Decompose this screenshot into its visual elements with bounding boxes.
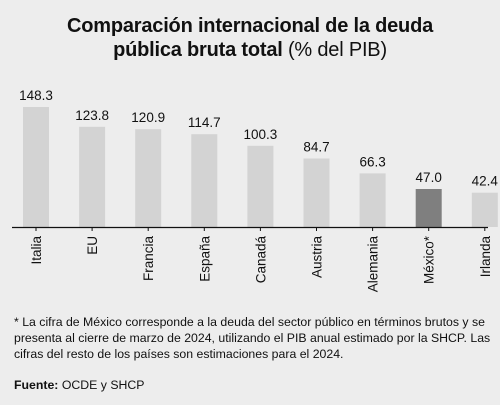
bar-2 (135, 129, 162, 227)
category-label-2: Francia (141, 236, 156, 282)
bar-7 (415, 189, 442, 227)
value-label-4: 100.3 (244, 127, 278, 142)
bar-3 (191, 134, 218, 227)
value-label-3: 114.7 (188, 115, 221, 130)
source-label: Fuente: (14, 378, 59, 392)
bar-8 (471, 192, 498, 227)
chart-title-line2: pública bruta total (% del PIB) (0, 38, 500, 62)
category-label-7: México* (422, 235, 437, 284)
category-label-1: EU (85, 236, 100, 255)
category-label-0: Italia (29, 236, 44, 265)
value-label-1: 123.8 (75, 108, 109, 123)
category-label-3: España (197, 236, 212, 282)
bar-5 (303, 158, 330, 227)
category-label-6: Alemania (366, 236, 381, 293)
bar-4 (247, 145, 274, 227)
bar-0 (23, 107, 49, 227)
bar-6 (359, 173, 386, 227)
chart-title-line1: Comparación internacional de la deuda (66, 15, 434, 37)
chart-title-line2-bold: pública bruta total (113, 39, 283, 61)
value-label-6: 66.3 (359, 154, 385, 169)
value-label-8: 42.4 (472, 174, 499, 189)
category-label-5: Austria (310, 236, 325, 279)
value-label-7: 47.0 (416, 170, 442, 185)
bar-chart: 148.3 Italia 123.8 EU 120.9 Francia 114.7 Españ… (12, 88, 499, 293)
category-label-8: Irlanda (478, 236, 493, 278)
bar-1 (79, 126, 106, 227)
chart-title: Comparación internacional de la deuda pú… (0, 14, 500, 62)
source-text: OCDE y SHCP (61, 378, 145, 392)
value-label-5: 84.7 (303, 140, 329, 155)
value-label-2: 120.9 (131, 110, 165, 125)
value-label-0: 148.3 (19, 88, 53, 103)
chart-title-unit: (% del PIB) (287, 39, 387, 61)
source-line: Fuente: OCDE y SHCP (14, 377, 145, 393)
footnote: * La cifra de México corresponde a la de… (14, 315, 491, 361)
category-label-4: Canadá (253, 236, 268, 284)
